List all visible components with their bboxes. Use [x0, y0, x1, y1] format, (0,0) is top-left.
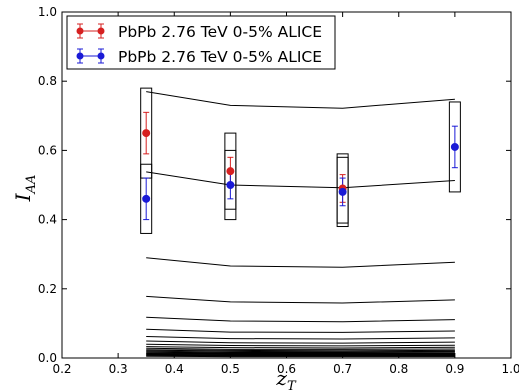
systematic-boxes: [140, 87, 461, 234]
x-axis-label-main: z: [275, 366, 287, 390]
legend-marker: [76, 52, 84, 60]
model-curve: [146, 346, 455, 349]
data-point: [450, 142, 459, 151]
legend-entry-blue: PbPb 2.76 TeV 0-5% ALICE: [76, 48, 322, 66]
x-tick-label: 0.4: [165, 362, 184, 376]
x-tick-label: 0.2: [52, 362, 71, 376]
x-tick-label: 0.8: [389, 362, 408, 376]
x-axis-label-sub: T: [287, 379, 297, 391]
legend-marker: [97, 52, 105, 60]
model-curve: [146, 336, 455, 340]
legend: PbPb 2.76 TeV 0-5% ALICE PbPb 2.76 TeV 0…: [66, 15, 336, 70]
sys-box: [448, 101, 461, 193]
data-point: [226, 181, 235, 189]
model-curve: [146, 316, 455, 323]
y-tick-labels: 0.0 0.2 0.4 0.6 0.8 1.0: [38, 5, 57, 365]
legend-marker: [76, 27, 84, 35]
model-curve: [146, 349, 455, 352]
x-tick-label: 1.0: [501, 362, 519, 376]
model-curve: [146, 295, 455, 304]
y-tick-label: 0.8: [38, 74, 57, 88]
model-curve: [146, 328, 455, 333]
y-tick-label: 0.6: [38, 143, 57, 157]
sys-box: [224, 149, 237, 221]
y-tick-label: 0.0: [38, 351, 57, 365]
y-axis-label: IAA: [11, 175, 39, 203]
data-point: [142, 129, 151, 138]
legend-label-red: PbPb 2.76 TeV 0-5% ALICE: [118, 23, 322, 41]
y-axis-label-sub: AA: [24, 175, 39, 195]
model-curve: [146, 351, 455, 353]
model-curve: [146, 171, 455, 189]
legend-entry-red: PbPb 2.76 TeV 0-5% ALICE: [76, 23, 322, 41]
x-tick-label: 0.5: [221, 362, 240, 376]
model-curve: [146, 91, 455, 109]
model-curve: [146, 343, 455, 347]
data-points: [142, 129, 459, 203]
x-tick-label: 0.6: [277, 362, 296, 376]
legend-marker: [97, 27, 105, 35]
x-axis-label: zT: [275, 366, 297, 391]
model-curve: [146, 350, 455, 353]
x-tick-label: 0.7: [333, 362, 352, 376]
y-tick-label: 0.2: [38, 282, 57, 296]
legend-label-blue: PbPb 2.76 TeV 0-5% ALICE: [118, 48, 322, 66]
x-tick-label: 0.9: [445, 362, 464, 376]
data-point: [142, 194, 151, 203]
legend-blue-markers: [76, 48, 105, 64]
model-curve: [146, 340, 455, 344]
sys-box: [336, 156, 349, 228]
x-tick-label: 0.3: [109, 362, 128, 376]
y-axis-label-main: I: [11, 192, 35, 202]
data-point: [338, 187, 347, 196]
legend-frame: [66, 15, 336, 70]
data-point: [226, 167, 235, 176]
y-tick-label: 1.0: [38, 5, 57, 19]
sys-box: [140, 163, 153, 234]
model-curve: [146, 257, 455, 268]
legend-red-markers: [76, 23, 105, 39]
model-curve: [146, 347, 455, 350]
x-tick-labels: 0.2 0.3 0.4 0.5 0.6 0.7 0.8 0.9 1.0: [52, 362, 519, 376]
y-tick-label: 0.4: [38, 213, 57, 227]
